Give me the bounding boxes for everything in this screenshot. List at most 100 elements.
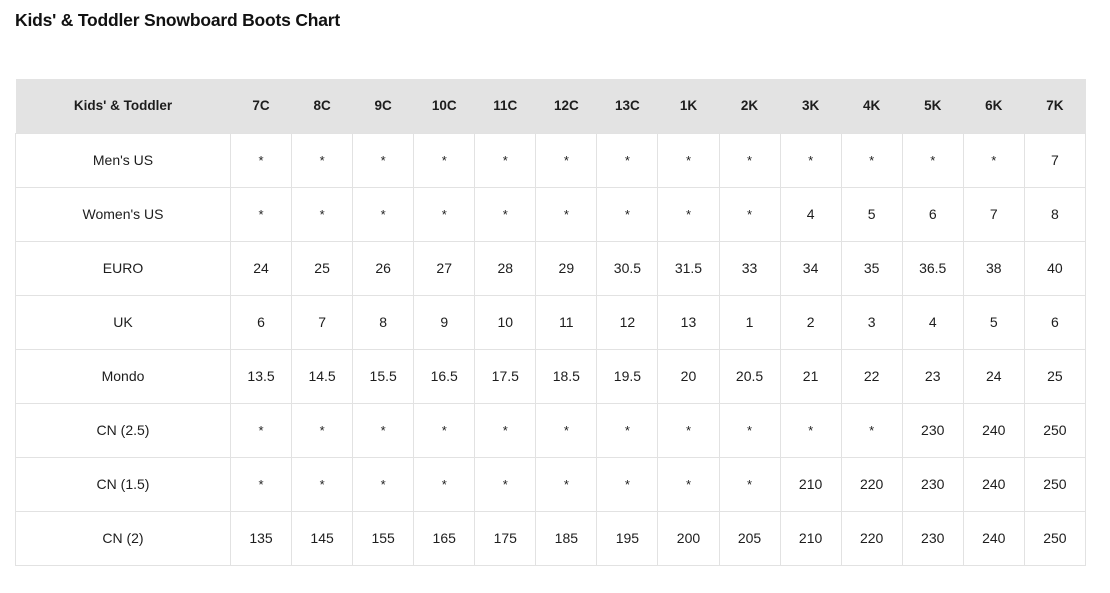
table-cell: *: [413, 402, 476, 458]
table-cell: 230: [901, 402, 964, 458]
table-cell: *: [840, 132, 903, 188]
table-cell: 9: [413, 294, 476, 350]
table-cell: 11: [535, 294, 598, 350]
table-cell: *: [474, 132, 537, 188]
table-cell: 24: [229, 240, 293, 296]
column-header: 1K: [657, 79, 719, 133]
table-cell: *: [291, 402, 354, 458]
column-header: 10C: [413, 79, 475, 133]
table-cell: *: [718, 402, 781, 458]
table-cell: *: [413, 186, 476, 242]
table-cell: 195: [596, 510, 659, 566]
table-cell: 21: [779, 348, 842, 404]
column-header: 4K: [841, 79, 903, 133]
table-cell: *: [291, 186, 354, 242]
table-cell: *: [535, 132, 598, 188]
size-chart-table: Kids' & Toddler 7C 8C 9C 10C 11C 12C 13C 1K 2K 3K 4…: [15, 79, 1087, 566]
table-cell: 16.5: [413, 348, 476, 404]
column-header: 3K: [780, 79, 842, 133]
table-cell: *: [657, 132, 720, 188]
header-row: Kids' & Toddler 7C 8C 9C 10C 11C 12C 13C 1K 2K 3K 4…: [15, 79, 1086, 133]
column-header: 11C: [474, 79, 536, 133]
table-cell: 35: [840, 240, 903, 296]
table-row: CN (1.5) * * * * * * * * * 210 220 230 240 250: [15, 456, 1087, 512]
table-cell: *: [779, 402, 842, 458]
table-cell: 6: [901, 186, 964, 242]
table-row: EURO 24 25 26 27 28 29 30.5 31.5 33 34 35 36.5 38 40: [15, 240, 1087, 296]
size-chart-head: Kids' & Toddler 7C 8C 9C 10C 11C 12C 13C 1K 2K 3K 4…: [15, 79, 1086, 133]
table-cell: 145: [291, 510, 354, 566]
table-cell: 26: [352, 240, 415, 296]
table-cell: *: [596, 402, 659, 458]
table-cell: *: [535, 402, 598, 458]
table-row: Women's US * * * * * * * * * 4 5 6 7 8: [15, 186, 1087, 242]
table-cell: 10: [474, 294, 537, 350]
table-cell: 30.5: [596, 240, 659, 296]
table-cell: 3: [840, 294, 903, 350]
table-cell: 6: [1023, 294, 1087, 350]
table-cell: 250: [1023, 510, 1087, 566]
table-cell: 25: [291, 240, 354, 296]
table-row: UK 6 7 8 9 10 11 12 13 1 2 3 4 5 6: [15, 294, 1087, 350]
corner-header: Kids' & Toddler: [15, 79, 231, 133]
table-cell: 31.5: [657, 240, 720, 296]
table-cell: 27: [413, 240, 476, 296]
table-cell: *: [657, 402, 720, 458]
table-cell: 5: [840, 186, 903, 242]
table-cell: 250: [1023, 402, 1087, 458]
table-cell: 29: [535, 240, 598, 296]
table-cell: *: [229, 132, 293, 188]
row-label: Women's US: [15, 186, 231, 242]
table-cell: 13: [657, 294, 720, 350]
table-cell: 8: [1023, 186, 1087, 242]
table-cell: 19.5: [596, 348, 659, 404]
row-label: Men's US: [15, 132, 231, 188]
table-cell: 240: [962, 402, 1025, 458]
row-label: EURO: [15, 240, 231, 296]
table-cell: 1: [718, 294, 781, 350]
table-cell: 7: [962, 186, 1025, 242]
table-cell: 240: [962, 456, 1025, 512]
table-cell: *: [352, 456, 415, 512]
row-label: CN (1.5): [15, 456, 231, 512]
row-label: UK: [15, 294, 231, 350]
column-header: 2K: [719, 79, 781, 133]
table-cell: *: [474, 456, 537, 512]
row-label: CN (2.5): [15, 402, 231, 458]
column-header: 9C: [352, 79, 414, 133]
table-cell: *: [535, 456, 598, 512]
table-cell: 38: [962, 240, 1025, 296]
table-cell: 33: [718, 240, 781, 296]
row-label: Mondo: [15, 348, 231, 404]
table-cell: *: [413, 456, 476, 512]
table-cell: *: [596, 456, 659, 512]
table-cell: *: [229, 186, 293, 242]
table-cell: 34: [779, 240, 842, 296]
table-cell: 25: [1023, 348, 1087, 404]
row-label: CN (2): [15, 510, 231, 566]
table-cell: *: [840, 402, 903, 458]
table-cell: *: [657, 186, 720, 242]
table-row: Men's US * * * * * * * * * * * * * 7: [15, 132, 1087, 188]
table-cell: *: [229, 402, 293, 458]
table-cell: 23: [901, 348, 964, 404]
table-cell: 205: [718, 510, 781, 566]
column-header: 7C: [230, 79, 292, 133]
table-cell: 24: [962, 348, 1025, 404]
table-cell: *: [962, 132, 1025, 188]
table-cell: *: [718, 186, 781, 242]
table-row: CN (2.5) * * * * * * * * * * * 230 240 250: [15, 402, 1087, 458]
table-cell: 7: [291, 294, 354, 350]
column-header: 5K: [902, 79, 964, 133]
table-row: Mondo 13.5 14.5 15.5 16.5 17.5 18.5 19.5 20 20.5 2…: [15, 348, 1087, 404]
table-cell: *: [291, 456, 354, 512]
column-header: 8C: [291, 79, 353, 133]
table-cell: 17.5: [474, 348, 537, 404]
column-header: 12C: [535, 79, 597, 133]
table-cell: *: [229, 456, 293, 512]
table-cell: 250: [1023, 456, 1087, 512]
size-chart-body: Men's US * * * * * * * * * * * * * 7 Women's US * * * * * * * *…: [15, 132, 1087, 566]
table-cell: 175: [474, 510, 537, 566]
table-cell: 2: [779, 294, 842, 350]
